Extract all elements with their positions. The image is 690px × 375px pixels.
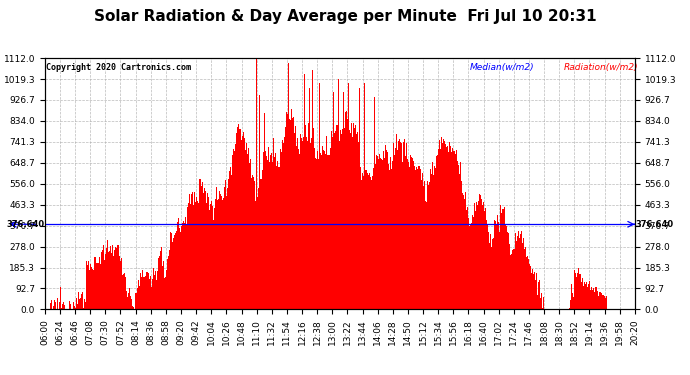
Text: Copyright 2020 Cartronics.com: Copyright 2020 Cartronics.com [46, 63, 191, 72]
Text: 376.640: 376.640 [6, 220, 44, 229]
Text: Solar Radiation & Day Average per Minute  Fri Jul 10 20:31: Solar Radiation & Day Average per Minute… [94, 9, 596, 24]
Text: Median(w/m2): Median(w/m2) [470, 63, 534, 72]
Text: 376.640: 376.640 [635, 220, 673, 229]
Text: Radiation(w/m2): Radiation(w/m2) [564, 63, 639, 72]
